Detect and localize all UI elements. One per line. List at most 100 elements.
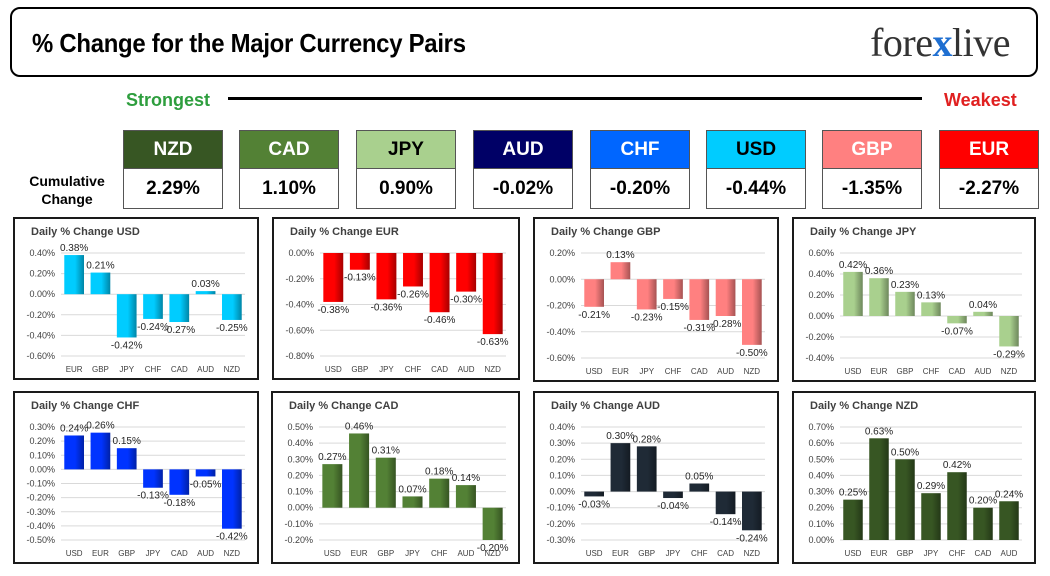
chart-panel-8: Daily % Change NZD 0.70% 0.60% 0.50% 0.40% 0.… (792, 391, 1036, 564)
logo-x-mark: x (932, 20, 953, 65)
data-label: -0.25% (216, 323, 248, 334)
y-tick-label: -0.20% (26, 493, 55, 503)
logo-text-left: fore (870, 20, 933, 65)
x-tick-label: CHF (405, 365, 422, 374)
bar-chf (429, 478, 450, 508)
currency-box-usd: USD -0.44% (706, 130, 806, 209)
x-tick-label: EUR (351, 549, 368, 558)
y-tick-label: 0.30% (549, 438, 575, 448)
y-tick-label: 0.20% (29, 269, 55, 279)
data-label: 0.13% (917, 290, 945, 301)
y-tick-label: -0.20% (805, 332, 834, 342)
currency-box-chf: CHF -0.20% (590, 130, 690, 209)
data-label: -0.23% (631, 312, 663, 323)
chart-title: Daily % Change GBP (551, 226, 660, 238)
currency-box-nzd: NZD 2.29% (123, 130, 223, 209)
bar-usd (843, 499, 863, 540)
y-tick-label: 0.40% (808, 470, 834, 480)
bar-gbp (375, 457, 396, 508)
data-label: -0.29% (993, 349, 1025, 360)
data-label: 0.63% (865, 426, 893, 437)
data-label: 0.21% (86, 261, 114, 272)
y-tick-label: 0.20% (808, 290, 834, 300)
data-label: 0.36% (865, 266, 893, 277)
data-label: -0.13% (137, 491, 169, 502)
data-label: -0.63% (477, 337, 509, 348)
x-tick-label: GBP (377, 549, 394, 558)
chart-panel-3: Daily % Change GBP 0.20% 0.00% -0.20% -0.40%… (533, 217, 779, 382)
x-tick-label: CAD (431, 365, 448, 374)
chart-panel-1: Daily % Change USD 0.40% 0.20% 0.00% -0.20% -… (13, 217, 259, 380)
y-tick-label: 0.40% (287, 438, 313, 448)
data-label: 0.28% (633, 434, 661, 445)
y-tick-label: -0.40% (26, 330, 55, 340)
bar-usd (322, 464, 343, 508)
data-label: -0.27% (163, 325, 195, 336)
currency-cumulative-value: 2.29% (124, 169, 222, 208)
strength-scale-line (228, 97, 922, 100)
weakest-label: Weakest (944, 90, 1017, 110)
data-label: 0.18% (425, 467, 453, 478)
bar-chart: Daily % Change USD 0.40% 0.20% 0.00% -0.20% -… (26, 226, 248, 374)
data-label: -0.24% (736, 533, 768, 544)
y-tick-label: -0.60% (546, 353, 575, 363)
chart-title: Daily % Change AUD (551, 400, 660, 412)
y-tick-label: -0.30% (546, 535, 575, 545)
strongest-label: Strongest (126, 90, 211, 110)
chart-panel-6: Daily % Change CAD 0.50% 0.40% 0.30% 0.20% 0.… (271, 391, 520, 564)
y-tick-label: 0.20% (287, 470, 313, 480)
data-label: 0.46% (345, 421, 373, 432)
currency-cumulative-value: -0.20% (591, 169, 689, 208)
x-tick-label: EUR (92, 549, 109, 558)
cumulative-label-line1: Cumulative (29, 173, 105, 189)
chart-title: Daily % Change EUR (290, 226, 399, 238)
y-tick-label: -0.40% (285, 300, 314, 310)
bar-cad (689, 279, 710, 320)
y-tick-label: -0.20% (26, 310, 55, 320)
x-tick-label: CAD (171, 549, 188, 558)
x-tick-label: EUR (612, 367, 629, 376)
y-tick-label: -0.20% (284, 535, 313, 545)
currency-cumulative-value: -0.02% (474, 169, 572, 208)
bar-nzd (222, 469, 242, 529)
y-tick-label: -0.20% (546, 301, 575, 311)
bar-nzd (222, 294, 242, 320)
bar-eur (349, 433, 370, 508)
bar-gbp (895, 459, 915, 540)
bar-chart: Daily % Change NZD 0.70% 0.60% 0.50% 0.40% 0.… (808, 400, 1023, 558)
bar-aud (715, 279, 736, 316)
y-tick-label: -0.40% (805, 353, 834, 363)
y-tick-label: 0.00% (549, 487, 575, 497)
data-label: -0.30% (450, 295, 482, 306)
y-tick-label: 0.00% (29, 464, 55, 474)
logo-text-right: live (952, 20, 1010, 65)
y-tick-label: 0.30% (287, 454, 313, 464)
data-label: -0.38% (317, 305, 349, 316)
data-label: 0.38% (60, 243, 88, 254)
x-tick-label: CHF (949, 549, 966, 558)
x-tick-label: JPY (639, 367, 654, 376)
y-tick-label: 0.00% (808, 311, 834, 321)
x-tick-label: JPY (379, 365, 394, 374)
currency-name: USD (707, 131, 805, 169)
data-label: -0.26% (397, 289, 429, 300)
y-tick-label: -0.20% (285, 274, 314, 284)
data-label: -0.13% (344, 273, 376, 284)
currency-name: EUR (940, 131, 1038, 169)
y-tick-label: -0.30% (26, 507, 55, 517)
currency-box-eur: EUR -2.27% (939, 130, 1039, 209)
data-label: 0.26% (86, 421, 114, 432)
bar-jpy (663, 491, 683, 499)
y-tick-label: 0.00% (29, 289, 55, 299)
bar-chart: Daily % Change CHF 0.30% 0.20% 0.10% 0.00% -0… (26, 400, 247, 558)
bar-usd (584, 279, 604, 307)
x-tick-label: CAD (975, 549, 992, 558)
bar-chf (143, 294, 163, 319)
data-label: -0.18% (163, 498, 195, 509)
y-tick-label: 0.20% (808, 503, 834, 513)
y-tick-label: 0.00% (808, 535, 834, 545)
currency-cumulative-value: 1.10% (240, 169, 338, 208)
data-label: 0.23% (891, 280, 919, 291)
bar-eur (610, 262, 631, 280)
data-label: 0.24% (60, 423, 88, 434)
